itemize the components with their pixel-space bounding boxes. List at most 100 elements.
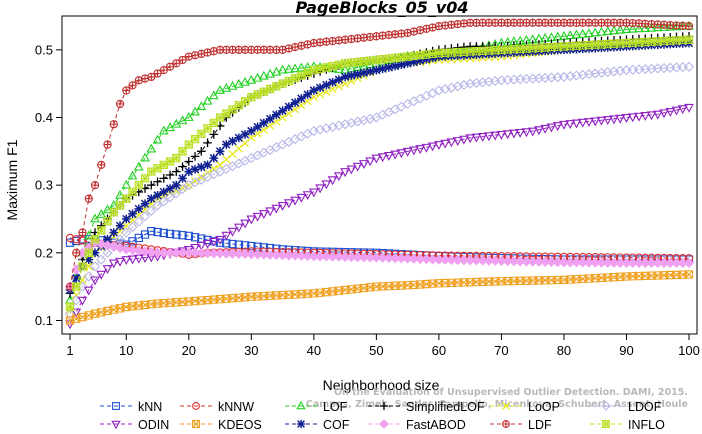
data-point — [121, 244, 132, 255]
data-point — [403, 59, 412, 68]
data-point — [196, 146, 206, 156]
data-point — [96, 254, 107, 265]
data-point — [621, 24, 632, 33]
data-point — [303, 68, 312, 77]
data-point — [197, 172, 206, 182]
data-point — [334, 60, 344, 69]
series-line — [69, 39, 690, 308]
data-point — [215, 113, 225, 122]
data-point — [309, 86, 319, 95]
data-point — [184, 140, 193, 149]
data-point — [302, 191, 313, 201]
data-point — [297, 71, 306, 80]
data-point — [153, 177, 162, 187]
data-point — [83, 286, 94, 296]
data-point — [164, 192, 176, 203]
data-point — [165, 229, 175, 239]
data-point — [178, 55, 187, 65]
data-point — [684, 270, 694, 279]
data-point — [321, 123, 332, 134]
data-point — [440, 139, 451, 149]
data-point — [190, 152, 200, 161]
data-point — [72, 248, 81, 257]
data-point — [640, 112, 651, 121]
data-point — [72, 235, 81, 244]
data-point — [139, 246, 151, 257]
data-point — [146, 205, 157, 216]
data-point — [409, 51, 419, 61]
legend-item-kdeos: KDEOS — [180, 418, 262, 432]
data-point — [333, 172, 344, 182]
legend-label: SimplifiedLOF — [406, 400, 485, 414]
data-point — [458, 79, 470, 91]
data-point — [484, 132, 494, 142]
data-point — [90, 235, 100, 244]
data-point — [377, 153, 388, 163]
data-point — [71, 308, 82, 318]
data-point — [358, 160, 369, 169]
data-point — [671, 106, 682, 116]
data-point — [334, 82, 343, 91]
data-point — [684, 22, 694, 31]
x-tick-label: 10 — [119, 343, 133, 358]
data-point — [146, 194, 156, 204]
data-point — [303, 90, 312, 99]
data-point — [640, 23, 651, 32]
x-tick-label: 70 — [494, 343, 508, 358]
data-point — [115, 99, 125, 109]
data-point — [65, 302, 75, 312]
data-point — [347, 71, 356, 80]
data-point — [253, 122, 262, 132]
legend-item-lof: LOF — [285, 400, 348, 414]
data-point — [265, 84, 275, 94]
data-point — [477, 133, 488, 142]
data-point — [84, 194, 93, 203]
data-point — [321, 180, 332, 190]
data-point — [384, 54, 394, 63]
data-point — [683, 257, 695, 269]
legend-label: LOF — [323, 400, 348, 414]
data-point — [178, 147, 187, 156]
data-point — [634, 23, 644, 33]
data-point — [96, 209, 107, 218]
data-point — [139, 211, 151, 222]
data-point — [90, 181, 100, 190]
data-point — [78, 228, 87, 237]
data-point — [390, 61, 400, 71]
data-point — [240, 76, 250, 86]
y-tick-label: 0.1 — [35, 313, 53, 328]
legend-item-simplifiedlof: SimplifiedLOF — [368, 400, 485, 414]
data-point — [209, 118, 218, 128]
data-point — [108, 241, 119, 252]
data-point — [203, 160, 212, 170]
data-point — [190, 134, 200, 144]
data-point — [534, 126, 544, 136]
data-point — [527, 127, 538, 137]
data-point — [422, 50, 431, 59]
data-point — [259, 118, 269, 128]
data-point — [333, 120, 344, 131]
data-point — [165, 62, 175, 71]
data-point — [103, 217, 112, 226]
data-point — [122, 194, 131, 203]
data-point — [133, 161, 144, 171]
legend-label: FastABOD — [406, 418, 466, 432]
data-point — [634, 112, 644, 122]
data-point — [127, 222, 138, 233]
data-point — [316, 90, 325, 99]
data-point — [121, 214, 131, 224]
legend-item-knnw: kNNW — [180, 400, 254, 414]
data-point — [359, 57, 369, 66]
x-tick-label: 60 — [432, 343, 446, 358]
data-point — [172, 153, 181, 163]
y-axis-label: Maximum F1 — [4, 139, 20, 220]
data-point — [184, 157, 194, 166]
data-point — [359, 68, 369, 78]
data-point — [315, 64, 325, 73]
data-point — [271, 204, 282, 214]
legend-swatch-marker — [502, 420, 510, 428]
data-point — [128, 81, 137, 90]
data-point — [334, 75, 344, 84]
data-point — [340, 168, 351, 178]
data-point — [296, 193, 307, 203]
